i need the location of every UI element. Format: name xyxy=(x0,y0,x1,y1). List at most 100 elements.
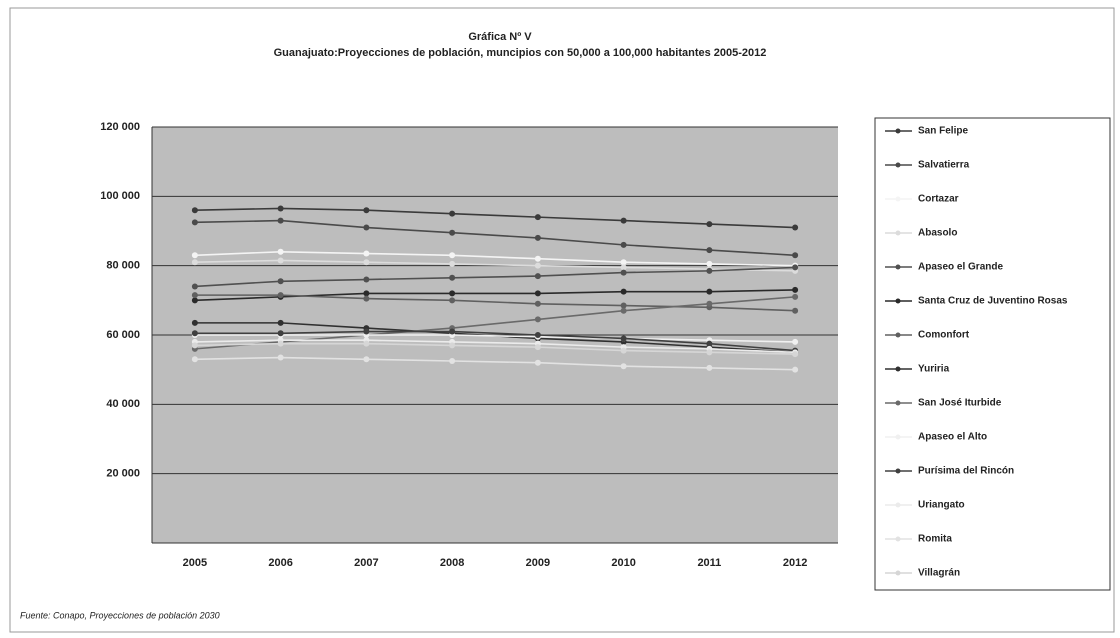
point xyxy=(363,295,370,302)
point xyxy=(277,330,284,337)
x-tick-label: 2006 xyxy=(268,557,292,569)
point xyxy=(534,316,541,323)
point xyxy=(191,356,198,363)
point xyxy=(191,330,198,337)
series-line xyxy=(194,259,796,272)
x-tick-label: 2009 xyxy=(526,557,550,569)
point xyxy=(277,319,284,326)
series-line xyxy=(194,219,796,257)
point xyxy=(620,307,627,314)
x-tick-label: 2011 xyxy=(697,557,721,569)
point xyxy=(191,252,198,259)
point xyxy=(363,207,370,214)
point xyxy=(534,344,541,351)
point xyxy=(449,290,456,297)
point xyxy=(792,293,799,300)
point xyxy=(191,342,198,349)
point xyxy=(534,359,541,366)
point xyxy=(534,262,541,269)
legend-marker xyxy=(895,366,901,372)
point xyxy=(449,342,456,349)
point xyxy=(792,351,799,358)
point xyxy=(277,248,284,255)
chart-subtitle: Guanajuato:Proyecciones de población, mu… xyxy=(274,47,767,59)
legend-label: Apaseo el Grande xyxy=(918,262,1003,273)
legend-label: Purísima del Rincón xyxy=(918,466,1014,477)
point xyxy=(449,229,456,236)
legend-marker xyxy=(895,468,901,474)
legend-marker xyxy=(895,332,901,338)
point xyxy=(792,252,799,259)
x-tick-label: 2012 xyxy=(783,557,807,569)
legend-marker xyxy=(895,570,901,576)
series-line xyxy=(194,334,796,343)
x-tick-label: 2005 xyxy=(183,557,207,569)
point xyxy=(363,328,370,335)
legend-label: Santa Cruz de Juventino Rosas xyxy=(918,296,1068,307)
series-line xyxy=(194,330,796,352)
point xyxy=(534,214,541,221)
point xyxy=(449,274,456,281)
point xyxy=(534,234,541,241)
point xyxy=(792,307,799,314)
y-tick-label: 60 000 xyxy=(106,329,140,341)
x-tick-label: 2007 xyxy=(354,557,378,569)
legend-label: San Felipe xyxy=(918,126,968,137)
series-line xyxy=(194,339,796,354)
point xyxy=(191,319,198,326)
y-tick-label: 120 000 xyxy=(100,121,140,133)
x-tick-label: 2010 xyxy=(611,557,635,569)
point xyxy=(191,292,198,299)
point xyxy=(191,207,198,214)
series-line xyxy=(194,342,796,355)
point xyxy=(620,363,627,370)
point xyxy=(363,224,370,231)
legend-label: Uriangato xyxy=(918,500,965,511)
point xyxy=(706,267,713,274)
point xyxy=(620,335,627,342)
point xyxy=(534,273,541,280)
series-line xyxy=(194,356,796,371)
point xyxy=(363,356,370,363)
point xyxy=(706,247,713,254)
legend-marker xyxy=(895,400,901,406)
point xyxy=(792,366,799,373)
point xyxy=(534,255,541,262)
point xyxy=(277,278,284,285)
point xyxy=(620,269,627,276)
point xyxy=(620,241,627,248)
point xyxy=(620,288,627,295)
series-line xyxy=(194,266,796,288)
point xyxy=(363,250,370,257)
point xyxy=(706,364,713,371)
point xyxy=(706,340,713,347)
point xyxy=(191,219,198,226)
point xyxy=(620,347,627,354)
point xyxy=(534,332,541,338)
legend-marker xyxy=(895,162,901,168)
y-tick-label: 40 000 xyxy=(106,398,140,410)
point xyxy=(277,217,284,224)
legend xyxy=(874,117,1111,591)
point xyxy=(277,257,284,264)
point xyxy=(620,302,627,309)
legend-label: Salvatierra xyxy=(918,160,970,171)
point xyxy=(706,300,713,307)
point xyxy=(534,290,541,297)
legend-label: Villagrán xyxy=(918,568,960,579)
y-tick-label: 100 000 xyxy=(100,190,140,202)
legend-label: Cortazar xyxy=(918,194,959,205)
legend-marker xyxy=(895,536,901,542)
y-tick-label: 20 000 xyxy=(106,468,140,480)
legend-label: Abasolo xyxy=(918,228,957,239)
chart-title: Gráfica Nº V xyxy=(468,31,532,43)
point xyxy=(363,276,370,283)
point xyxy=(792,224,799,231)
point xyxy=(706,288,713,295)
point xyxy=(792,286,799,293)
point xyxy=(792,338,799,345)
point xyxy=(449,210,456,217)
source: Fuente: Conapo, Proyecciones de població… xyxy=(20,610,220,620)
point xyxy=(706,349,713,356)
